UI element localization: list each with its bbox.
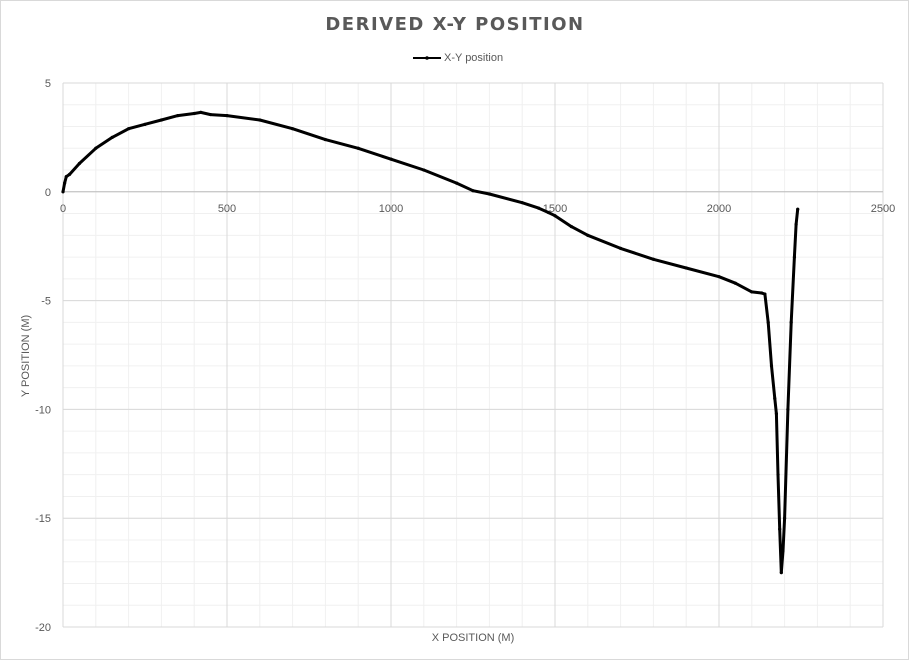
y-tick-label: 0 [45,187,51,199]
data-point [769,364,774,368]
legend-label: X-Y position [444,52,503,64]
x-tick-label: 0 [60,203,66,215]
data-point [760,291,764,295]
data-point [61,190,65,194]
data-series [61,110,800,575]
major-gridlines [62,82,884,628]
data-point [389,157,393,161]
x-tick-label: 1000 [379,203,403,215]
data-point [225,114,229,118]
legend-marker [425,56,429,60]
data-point [159,118,163,122]
y-tick-label: -5 [41,296,51,308]
data-point [520,201,524,205]
chart-title: DERIVED X-Y POSITION [325,14,584,35]
series-line [61,110,800,575]
data-point [546,210,551,215]
data-point [783,516,787,520]
data-point [67,172,72,176]
data-point [651,257,656,261]
y-tick-label: -15 [35,513,51,525]
y-axis-title: Y POSITION (M) [20,315,32,397]
data-point [781,549,785,553]
data-point [766,320,770,324]
data-point [796,207,800,211]
data-point [258,118,262,122]
x-axis-title: X POSITION (M) [432,632,515,644]
data-point [77,161,81,166]
data-point [717,275,721,279]
data-point [569,225,574,229]
data-point [422,168,426,172]
x-tick-label: 2500 [871,203,895,215]
data-point [209,112,213,117]
y-tick-label: 5 [45,78,51,90]
data-point [789,320,793,324]
data-point [750,290,754,294]
data-point [127,127,131,131]
data-point [733,281,738,285]
y-tick-label: -20 [35,622,51,634]
data-point [763,292,767,296]
data-point [64,174,68,179]
data-point [356,146,360,150]
data-point [779,571,783,575]
data-point [792,255,797,259]
data-point [684,266,688,270]
x-tick-label: 2000 [707,203,731,215]
data-point [176,114,180,118]
data-point [773,396,777,401]
data-point [110,135,114,139]
data-point [786,407,790,411]
data-point [192,111,196,116]
x-axis-tick-labels: 0 500 1000 1500 2000 2500 [60,203,895,215]
minor-gridlines [62,82,884,628]
y-tick-label: -10 [35,404,51,416]
data-point [537,206,541,210]
data-point [553,214,557,218]
data-point [619,246,623,250]
data-point [776,473,780,477]
data-point [778,527,782,531]
y-axis-tick-labels: 5 0 -5 -10 -15 -20 [35,78,51,634]
data-point [143,122,147,126]
data-point [471,189,475,193]
data-point [199,110,203,114]
x-tick-label: 500 [218,203,236,215]
data-point [323,137,327,142]
data-point [63,181,67,185]
data-point [586,233,590,237]
data-point [455,181,459,185]
data-point [291,127,295,131]
data-point [94,146,98,150]
data-point [487,192,491,196]
data-point [774,412,779,416]
data-point [794,222,798,227]
legend: X-Y position [413,52,503,64]
